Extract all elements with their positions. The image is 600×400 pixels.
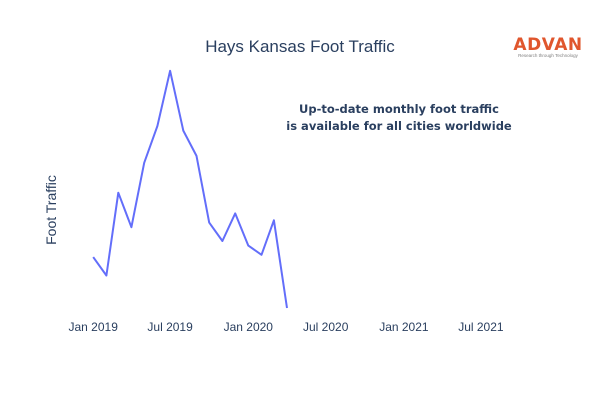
chart-title: Hays Kansas Foot Traffic [205,37,395,56]
x-tick-label: Jan 2019 [69,320,119,334]
series-layer [92,69,288,309]
x-tick-label: Jul 2019 [147,320,193,334]
y-axis-label: Foot Traffic [43,175,59,245]
annotation-line-1: Up-to-date monthly foot traffic [299,102,499,116]
logo-tagline: Research through Technology [518,53,578,58]
series-line [92,69,288,309]
x-tick-label: Jul 2020 [303,320,349,334]
x-tick-label: Jul 2021 [458,320,504,334]
logo-text: ADVAN [513,35,582,55]
advan-logo: ADVAN Research through Technology [513,35,582,58]
x-tick-label: Jan 2021 [379,320,429,334]
annotation-line-2: is available for all cities worldwide [286,119,512,133]
x-tick-label: Jan 2020 [224,320,274,334]
x-axis-ticks: Jan 2019 Jul 2019 Jan 2020 Jul 2020 Jan 2021… [69,320,504,334]
